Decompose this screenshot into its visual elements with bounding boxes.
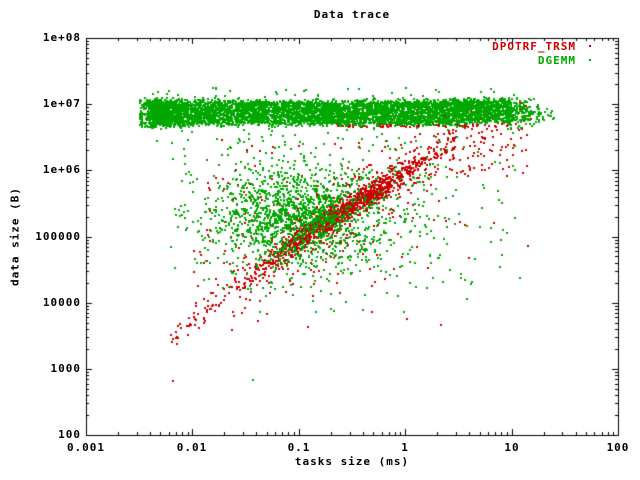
legend-entry-dgemm: DGEMM [492,53,591,67]
y-tick-label: 1e+08 [42,31,81,44]
legend-label: DGEMM [537,53,576,67]
legend-entry-dpotrf_trsm: DPOTRF_TRSM [492,39,591,53]
y-tick-label: 1000 [50,362,81,375]
x-tick-label: 1 [401,441,409,454]
y-tick-label: 10000 [42,296,81,309]
y-tick-label: 1e+07 [42,97,81,110]
legend-marker-dot-icon [589,45,591,47]
x-tick-label: 100 [606,441,630,454]
x-tick-label: 0.1 [287,441,311,454]
legend-label: DPOTRF_TRSM [492,39,576,53]
x-tick-label: 0.001 [66,441,106,454]
y-tick-label: 100000 [35,230,81,243]
x-tick-label: 0.01 [176,441,208,454]
y-tick-label: 100 [58,428,81,441]
y-tick-label: 1e+06 [42,163,81,176]
legend: DPOTRF_TRSM DGEMM [492,39,591,67]
x-axis-title: tasks size (ms) [294,455,410,468]
legend-marker-dot-icon [589,59,591,61]
chart-title: Data trace [313,8,391,21]
x-tick-label: 10 [504,441,520,454]
